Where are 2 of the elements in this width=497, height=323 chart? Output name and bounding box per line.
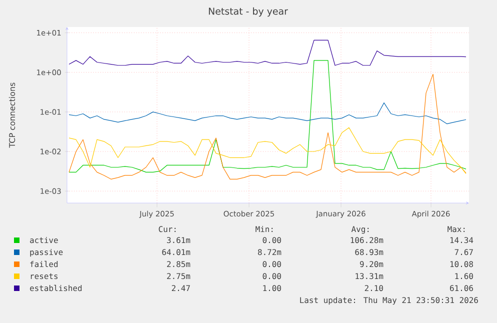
chart-title: Netstat - by year — [208, 7, 288, 17]
line-series — [68, 102, 466, 124]
